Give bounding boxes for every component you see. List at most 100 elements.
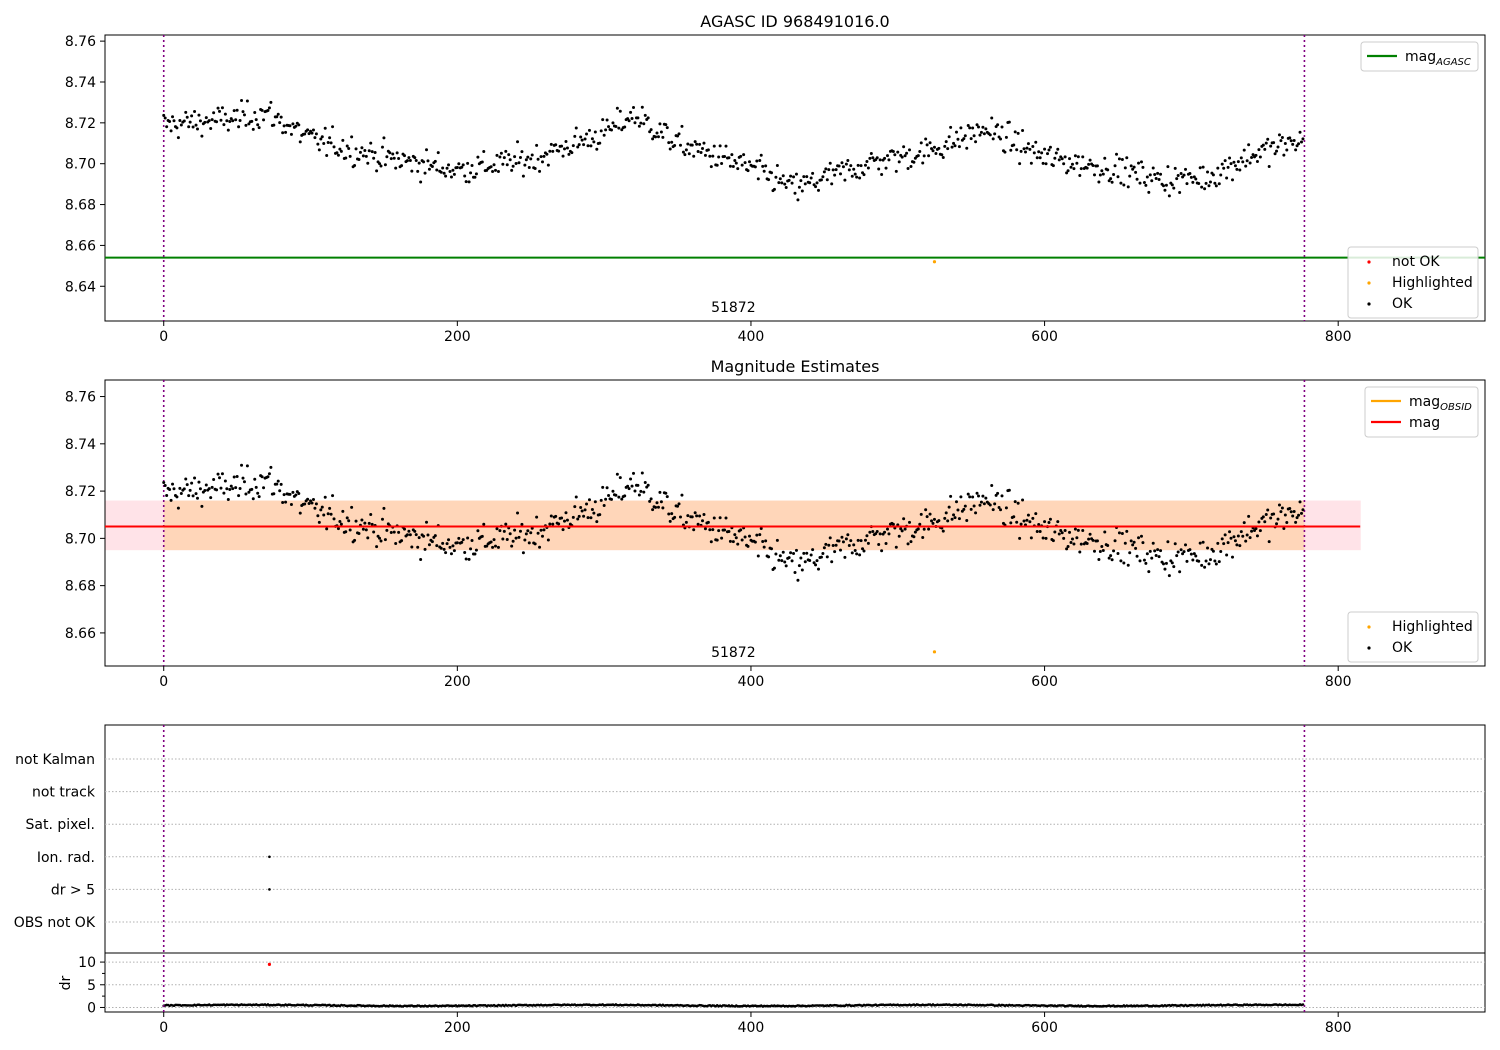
estimates-point bbox=[590, 507, 594, 511]
agasc-point bbox=[178, 118, 182, 122]
agasc-point bbox=[1235, 167, 1239, 171]
estimates-point bbox=[1087, 537, 1091, 541]
agasc-point bbox=[605, 118, 609, 122]
estimates-point bbox=[345, 516, 349, 520]
agasc-point bbox=[1170, 183, 1174, 187]
estimates-point bbox=[1053, 530, 1057, 534]
agasc-point bbox=[703, 153, 707, 157]
estimates-point bbox=[278, 489, 282, 493]
agasc-point bbox=[893, 153, 897, 157]
estimates-point bbox=[762, 545, 766, 549]
estimates-point bbox=[222, 491, 226, 495]
estimates-point bbox=[764, 539, 768, 543]
agasc-ytick-label: 8.70 bbox=[65, 157, 96, 173]
agasc-point bbox=[618, 109, 622, 113]
estimates-xtick-label: 200 bbox=[444, 674, 471, 690]
agasc-point bbox=[746, 169, 750, 173]
agasc-point bbox=[1207, 184, 1211, 188]
estimates-point bbox=[943, 516, 947, 520]
estimates-highlighted-point bbox=[932, 650, 937, 654]
agasc-point bbox=[1297, 142, 1301, 146]
estimates-point bbox=[171, 482, 175, 486]
agasc-point bbox=[172, 119, 176, 123]
agasc-point bbox=[1075, 161, 1079, 165]
agasc-point bbox=[354, 147, 358, 151]
estimates-point bbox=[863, 538, 867, 542]
estimates-point bbox=[649, 497, 653, 501]
estimates-bottom-legend-box bbox=[1347, 611, 1479, 663]
estimates-point bbox=[1142, 558, 1146, 562]
estimates-ytick-label: 8.72 bbox=[65, 484, 96, 500]
estimates-point bbox=[215, 488, 219, 492]
estimates-point bbox=[816, 567, 820, 571]
agasc-point bbox=[370, 150, 374, 154]
estimates-point bbox=[1100, 544, 1104, 548]
agasc-point bbox=[361, 154, 365, 158]
estimates-point bbox=[623, 494, 627, 498]
agasc-point bbox=[190, 114, 194, 118]
estimates-point bbox=[455, 541, 459, 545]
estimates-point bbox=[309, 499, 313, 503]
estimates-point bbox=[498, 529, 502, 533]
estimates-point bbox=[696, 522, 700, 526]
agasc-point bbox=[815, 181, 819, 185]
estimates-point bbox=[834, 543, 838, 547]
agasc-point bbox=[693, 140, 697, 144]
estimates-point bbox=[417, 536, 421, 540]
estimates-point bbox=[489, 540, 493, 544]
agasc-point bbox=[828, 161, 832, 165]
estimates-point bbox=[609, 497, 613, 501]
estimates-point bbox=[654, 505, 658, 509]
estimates-point bbox=[496, 545, 500, 549]
agasc-point bbox=[598, 141, 602, 145]
estimates-point bbox=[969, 507, 973, 511]
estimates-point bbox=[1228, 530, 1232, 534]
estimates-point bbox=[1285, 521, 1289, 525]
flags-xtick-label: 800 bbox=[1325, 1020, 1352, 1036]
agasc-point bbox=[307, 132, 311, 136]
agasc-point bbox=[1203, 187, 1207, 191]
agasc-point bbox=[706, 148, 710, 152]
agasc-point bbox=[378, 162, 382, 166]
agasc-point bbox=[1034, 140, 1038, 144]
agasc-point bbox=[1057, 158, 1061, 162]
agasc-point bbox=[1022, 147, 1026, 151]
estimates-point bbox=[1214, 562, 1218, 566]
agasc-point bbox=[585, 132, 589, 136]
estimates-point bbox=[1107, 556, 1111, 560]
estimates-point bbox=[1242, 521, 1246, 525]
estimates-xtick-label: 400 bbox=[738, 674, 765, 690]
estimates-point bbox=[210, 485, 214, 489]
estimates-point bbox=[792, 552, 796, 556]
estimates-point bbox=[520, 522, 524, 526]
estimates-point bbox=[883, 530, 887, 534]
agasc-point bbox=[391, 152, 395, 156]
agasc-point bbox=[1065, 171, 1069, 175]
agasc-point bbox=[1004, 135, 1008, 139]
agasc-point bbox=[1018, 162, 1022, 166]
agasc-point bbox=[636, 116, 640, 120]
agasc-point bbox=[1116, 175, 1120, 179]
estimates-point bbox=[858, 553, 862, 557]
estimates-point bbox=[1238, 544, 1242, 548]
estimates-point bbox=[546, 538, 550, 542]
estimates-point bbox=[216, 472, 220, 476]
agasc-point bbox=[969, 137, 973, 141]
agasc-point bbox=[496, 169, 500, 173]
estimates-bottom-legend-label: Highlighted bbox=[1392, 619, 1473, 635]
estimates-point bbox=[1037, 523, 1041, 527]
estimates-point bbox=[1113, 539, 1117, 543]
flags-xtick-label: 0 bbox=[159, 1020, 168, 1036]
agasc-point bbox=[648, 130, 652, 134]
estimates-point bbox=[856, 538, 860, 542]
estimates-point bbox=[1188, 548, 1192, 552]
estimates-point bbox=[294, 493, 298, 497]
agasc-point bbox=[197, 113, 201, 117]
estimates-point bbox=[846, 533, 850, 537]
agasc-point bbox=[332, 145, 336, 149]
estimates-point bbox=[678, 515, 682, 519]
agasc-point bbox=[1154, 177, 1158, 181]
agasc-point bbox=[198, 119, 202, 123]
estimates-point bbox=[924, 508, 928, 512]
agasc-point bbox=[1110, 180, 1114, 184]
